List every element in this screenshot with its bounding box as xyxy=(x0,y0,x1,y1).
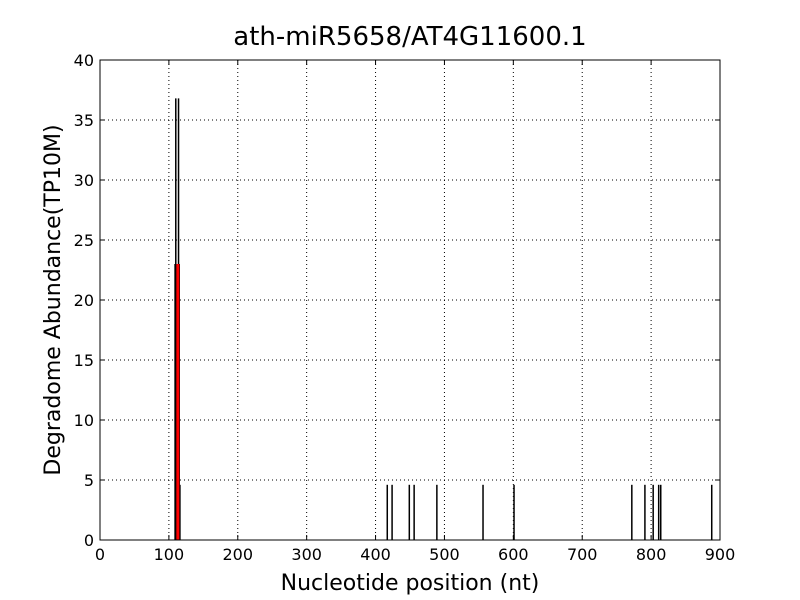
y-tick-label: 10 xyxy=(74,411,94,430)
x-tick-label: 900 xyxy=(705,545,736,564)
y-tick-label: 20 xyxy=(74,291,94,310)
y-tick-label: 40 xyxy=(74,51,94,70)
y-tick-label: 15 xyxy=(74,351,94,370)
x-tick-label: 600 xyxy=(498,545,529,564)
chart-title: ath-miR5658/AT4G11600.1 xyxy=(233,22,586,52)
y-tick-label: 35 xyxy=(74,111,94,130)
x-tick-label: 0 xyxy=(95,545,105,564)
x-tick-label: 300 xyxy=(291,545,322,564)
y-tick-label: 0 xyxy=(84,531,94,550)
x-tick-label: 100 xyxy=(154,545,185,564)
x-axis-label: Nucleotide position (nt) xyxy=(281,571,540,596)
y-tick-label: 30 xyxy=(74,171,94,190)
x-tick-label: 500 xyxy=(429,545,460,564)
y-axis-label: Degradome Abundance(TP10M) xyxy=(41,124,66,475)
x-tick-label: 200 xyxy=(223,545,254,564)
y-tick-label: 25 xyxy=(74,231,94,250)
x-tick-label: 800 xyxy=(636,545,667,564)
plot-frame xyxy=(99,59,721,541)
y-tick-label: 5 xyxy=(84,471,94,490)
x-tick-label: 400 xyxy=(360,545,391,564)
x-tick-label: 700 xyxy=(567,545,598,564)
